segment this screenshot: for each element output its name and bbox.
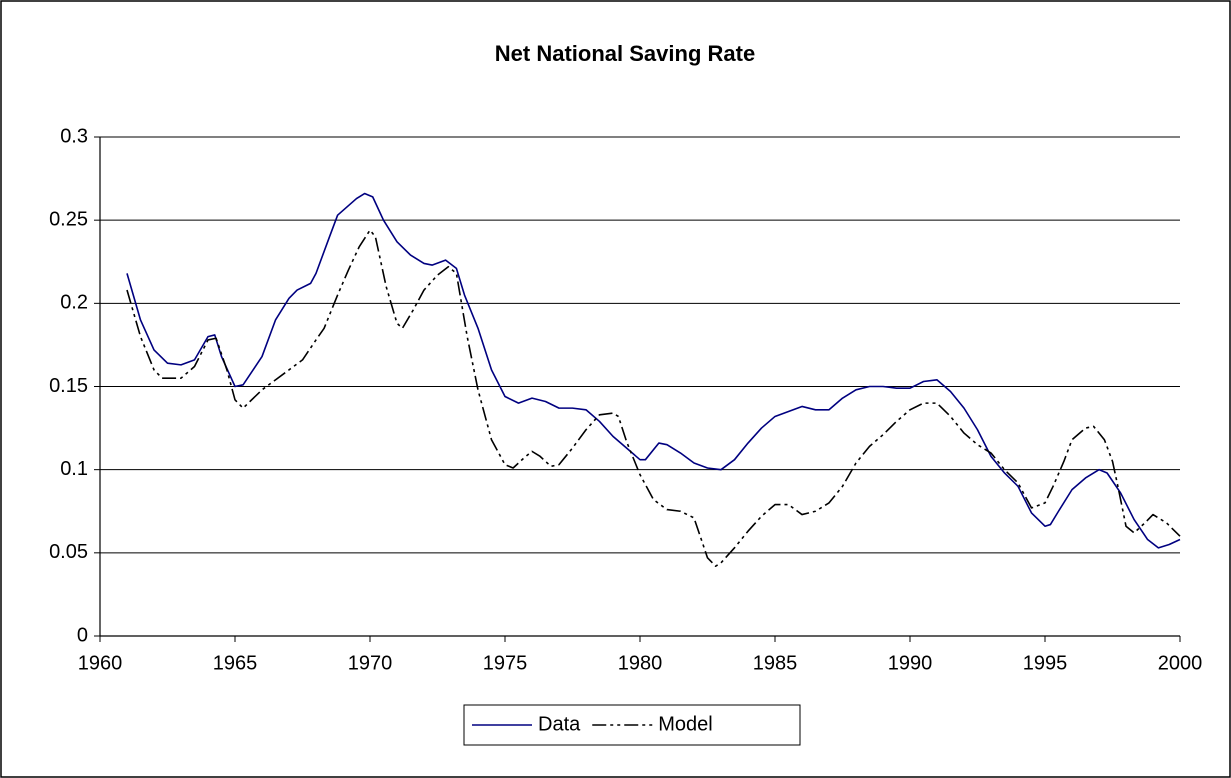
x-tick-label: 1980 [618,652,663,674]
x-tick-label: 1970 [348,652,393,674]
y-tick-label: 0.2 [60,292,88,314]
y-tick-label: 0.25 [49,208,88,230]
y-tick-label: 0.1 [60,458,88,480]
x-tick-label: 2000 [1158,652,1203,674]
chart-title: Net National Saving Rate [495,41,755,66]
x-tick-label: 1985 [753,652,798,674]
x-tick-label: 1995 [1023,652,1068,674]
x-tick-label: 1990 [888,652,933,674]
x-tick-label: 1960 [78,652,123,674]
y-tick-label: 0.15 [49,375,88,397]
y-tick-label: 0.3 [60,125,88,147]
y-tick-label: 0 [77,624,88,646]
legend-label: Model [658,713,712,735]
x-tick-label: 1965 [213,652,258,674]
series-line [126,192,1181,549]
x-tick-label: 1975 [483,652,528,674]
legend-label: Data [538,713,581,735]
series-line [126,229,1181,567]
y-tick-label: 0.05 [49,541,88,563]
